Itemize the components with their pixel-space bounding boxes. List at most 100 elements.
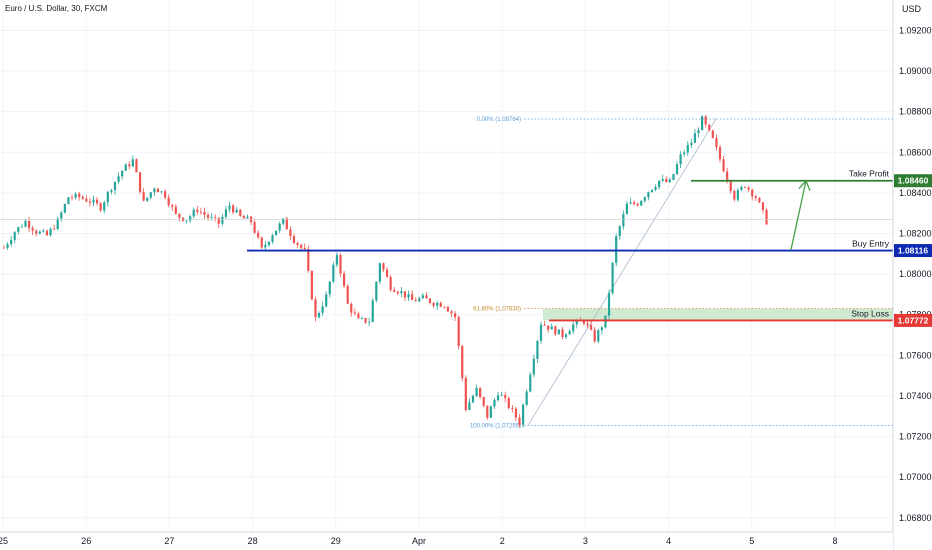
candle-body bbox=[658, 180, 661, 187]
candle-body bbox=[522, 404, 525, 425]
candle bbox=[632, 200, 636, 206]
price-badge bbox=[894, 244, 932, 258]
candle-body bbox=[235, 209, 238, 213]
candle bbox=[554, 325, 557, 336]
candle-body bbox=[210, 217, 213, 219]
candle bbox=[436, 300, 439, 310]
candle-body bbox=[95, 199, 99, 204]
candle bbox=[325, 291, 328, 308]
candle bbox=[661, 174, 664, 183]
candle bbox=[636, 202, 639, 207]
candle bbox=[514, 406, 518, 422]
candle-body bbox=[296, 242, 299, 245]
candle bbox=[271, 233, 274, 245]
candle-body bbox=[514, 408, 518, 418]
candle-body bbox=[317, 312, 321, 318]
candle-body bbox=[199, 211, 202, 213]
candle-body bbox=[53, 228, 56, 230]
candle bbox=[78, 191, 81, 201]
candle-body bbox=[586, 323, 589, 326]
candle bbox=[253, 218, 256, 235]
candle-body bbox=[507, 398, 510, 409]
candle-body bbox=[557, 329, 560, 335]
candle bbox=[564, 333, 568, 340]
stop-zone-layer bbox=[543, 308, 893, 321]
candle-body bbox=[704, 116, 707, 125]
fib-trend-line[interactable] bbox=[527, 118, 717, 426]
candle-body bbox=[396, 291, 399, 294]
candle-body bbox=[346, 285, 349, 304]
price-tick-label: 1.08400 bbox=[899, 188, 932, 198]
candle bbox=[690, 138, 693, 149]
candle bbox=[421, 292, 424, 299]
candle-body bbox=[375, 281, 378, 301]
candle bbox=[468, 398, 471, 411]
candle-body bbox=[232, 205, 235, 213]
candle bbox=[561, 326, 564, 340]
candle-body bbox=[300, 244, 303, 248]
candle-body bbox=[328, 281, 331, 295]
candle bbox=[63, 203, 66, 214]
candle bbox=[192, 207, 195, 219]
candle bbox=[450, 309, 453, 317]
candle-body bbox=[701, 116, 704, 131]
candle-body bbox=[518, 417, 521, 425]
candle bbox=[464, 375, 467, 412]
candle-body bbox=[554, 326, 557, 335]
candle-body bbox=[661, 178, 664, 181]
candle bbox=[375, 281, 378, 303]
candle bbox=[74, 192, 77, 200]
candle bbox=[629, 197, 632, 205]
candle bbox=[242, 214, 245, 219]
time-axis-panel[interactable] bbox=[0, 532, 893, 550]
candle-body bbox=[382, 263, 385, 270]
price-tick-label: 1.07000 bbox=[899, 472, 932, 482]
candle-body bbox=[414, 300, 417, 302]
candle bbox=[475, 384, 478, 397]
fib-retracement[interactable]: 0.00% (1.08764) 61.80% (1.07830) 100.00% (… bbox=[470, 117, 893, 429]
candle bbox=[765, 207, 768, 225]
candle bbox=[42, 228, 45, 233]
projection-arrow[interactable] bbox=[790, 179, 811, 250]
price-tick-label: 1.08200 bbox=[899, 229, 932, 239]
candle-body bbox=[647, 192, 650, 198]
currency-label[interactable]: USD bbox=[902, 4, 922, 14]
candle-body bbox=[493, 400, 496, 407]
candle-body bbox=[121, 170, 124, 177]
candle bbox=[20, 223, 23, 228]
candle bbox=[357, 311, 360, 319]
candle bbox=[70, 194, 74, 201]
candle bbox=[711, 129, 714, 139]
candle bbox=[56, 216, 59, 231]
candle bbox=[214, 214, 217, 222]
candle-body bbox=[171, 205, 174, 207]
candle-body bbox=[690, 142, 693, 146]
candle bbox=[507, 396, 510, 410]
candle bbox=[439, 301, 442, 308]
candle bbox=[393, 287, 396, 293]
candle-body bbox=[310, 270, 313, 300]
candle-body bbox=[618, 226, 621, 237]
candle bbox=[729, 179, 732, 194]
time-tick-label: 28 bbox=[248, 536, 258, 546]
candle bbox=[167, 194, 170, 208]
candle bbox=[443, 306, 446, 309]
price-axis-panel[interactable] bbox=[893, 0, 932, 550]
candle-body bbox=[718, 147, 722, 160]
candle bbox=[525, 389, 528, 407]
candle-body bbox=[453, 313, 457, 318]
candle bbox=[539, 321, 543, 344]
candle bbox=[53, 224, 56, 231]
candle-body bbox=[743, 186, 747, 188]
trade-levels[interactable]: Take Profit Buy Entry Stop Loss bbox=[247, 169, 893, 322]
candle bbox=[260, 236, 263, 249]
fib-level-label: 61.80% (1.07830) bbox=[473, 307, 521, 313]
candle bbox=[85, 195, 88, 203]
candle bbox=[529, 372, 532, 393]
candle bbox=[35, 228, 38, 237]
candle bbox=[411, 290, 414, 301]
candle bbox=[117, 172, 120, 185]
candle-body bbox=[640, 200, 643, 206]
candle-body bbox=[482, 397, 485, 406]
